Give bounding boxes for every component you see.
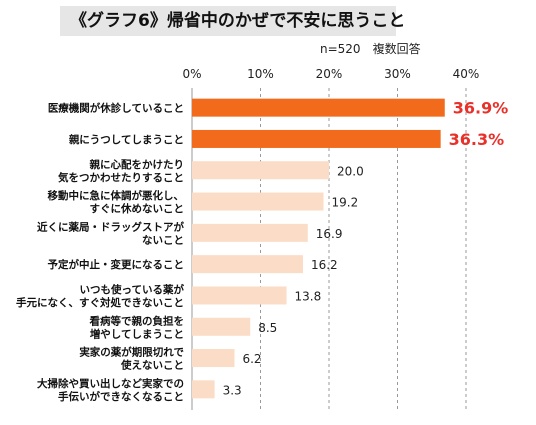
value-label: 19.2 [332,196,359,210]
category-label: 移動中に急に体調が悪化し、 [48,189,185,202]
category-label: ないこと [142,234,184,246]
bar [192,129,441,148]
value-label: 3.3 [223,383,242,397]
bar [192,223,308,242]
category-label: 手伝いができなくなること [58,390,184,403]
tick-label: 0% [182,67,201,81]
category-label: 増やしてしまうこと [90,327,184,340]
bar [192,349,235,368]
category-label: 手元になく、すぐ対処できないこと [16,296,184,309]
chart-title: 《グラフ6》帰省中のかぜで不安に思うこと [70,11,406,31]
value-label: 16.2 [311,258,338,272]
sample-note: n=520 複数回答 [320,42,421,56]
category-label: 実家の薬が期限切れで [79,346,184,359]
bar [192,255,303,274]
value-label: 13.8 [295,289,322,303]
bar [192,380,215,399]
bar [192,286,287,305]
value-label: 16.9 [316,227,343,241]
category-label: すぐに休めないこと [90,202,185,215]
category-label: 使えないこと [120,359,184,372]
bar [192,317,251,336]
bar [192,161,329,180]
value-label: 36.9% [453,99,509,118]
bar [192,98,445,117]
category-label: 大掃除や買い出しなど実家での [37,377,184,390]
category-label: 親に心配をかけたり [90,158,185,171]
tick-label: 10% [247,67,274,81]
category-label: 近くに薬局・ドラッグストアが [37,220,184,233]
category-label: 気をつかわせたりすること [57,171,184,184]
value-label: 36.3% [449,130,505,149]
tick-label: 30% [384,67,411,81]
bar [192,192,324,211]
category-label: 予定が中止・変更になること [48,258,185,271]
value-label: 20.0 [337,164,364,178]
category-label: 親にうつしてしまうこと [69,133,184,146]
value-label: 8.5 [258,321,277,335]
tick-label: 40% [453,67,480,81]
tick-label: 20% [316,67,343,81]
title-background [60,6,396,36]
category-label: 医療機関が休診していること [48,102,184,115]
category-label: 看病等で親の負担を [90,314,185,327]
value-label: 6.2 [242,352,261,366]
category-label: いつも使っている薬が [80,283,185,296]
